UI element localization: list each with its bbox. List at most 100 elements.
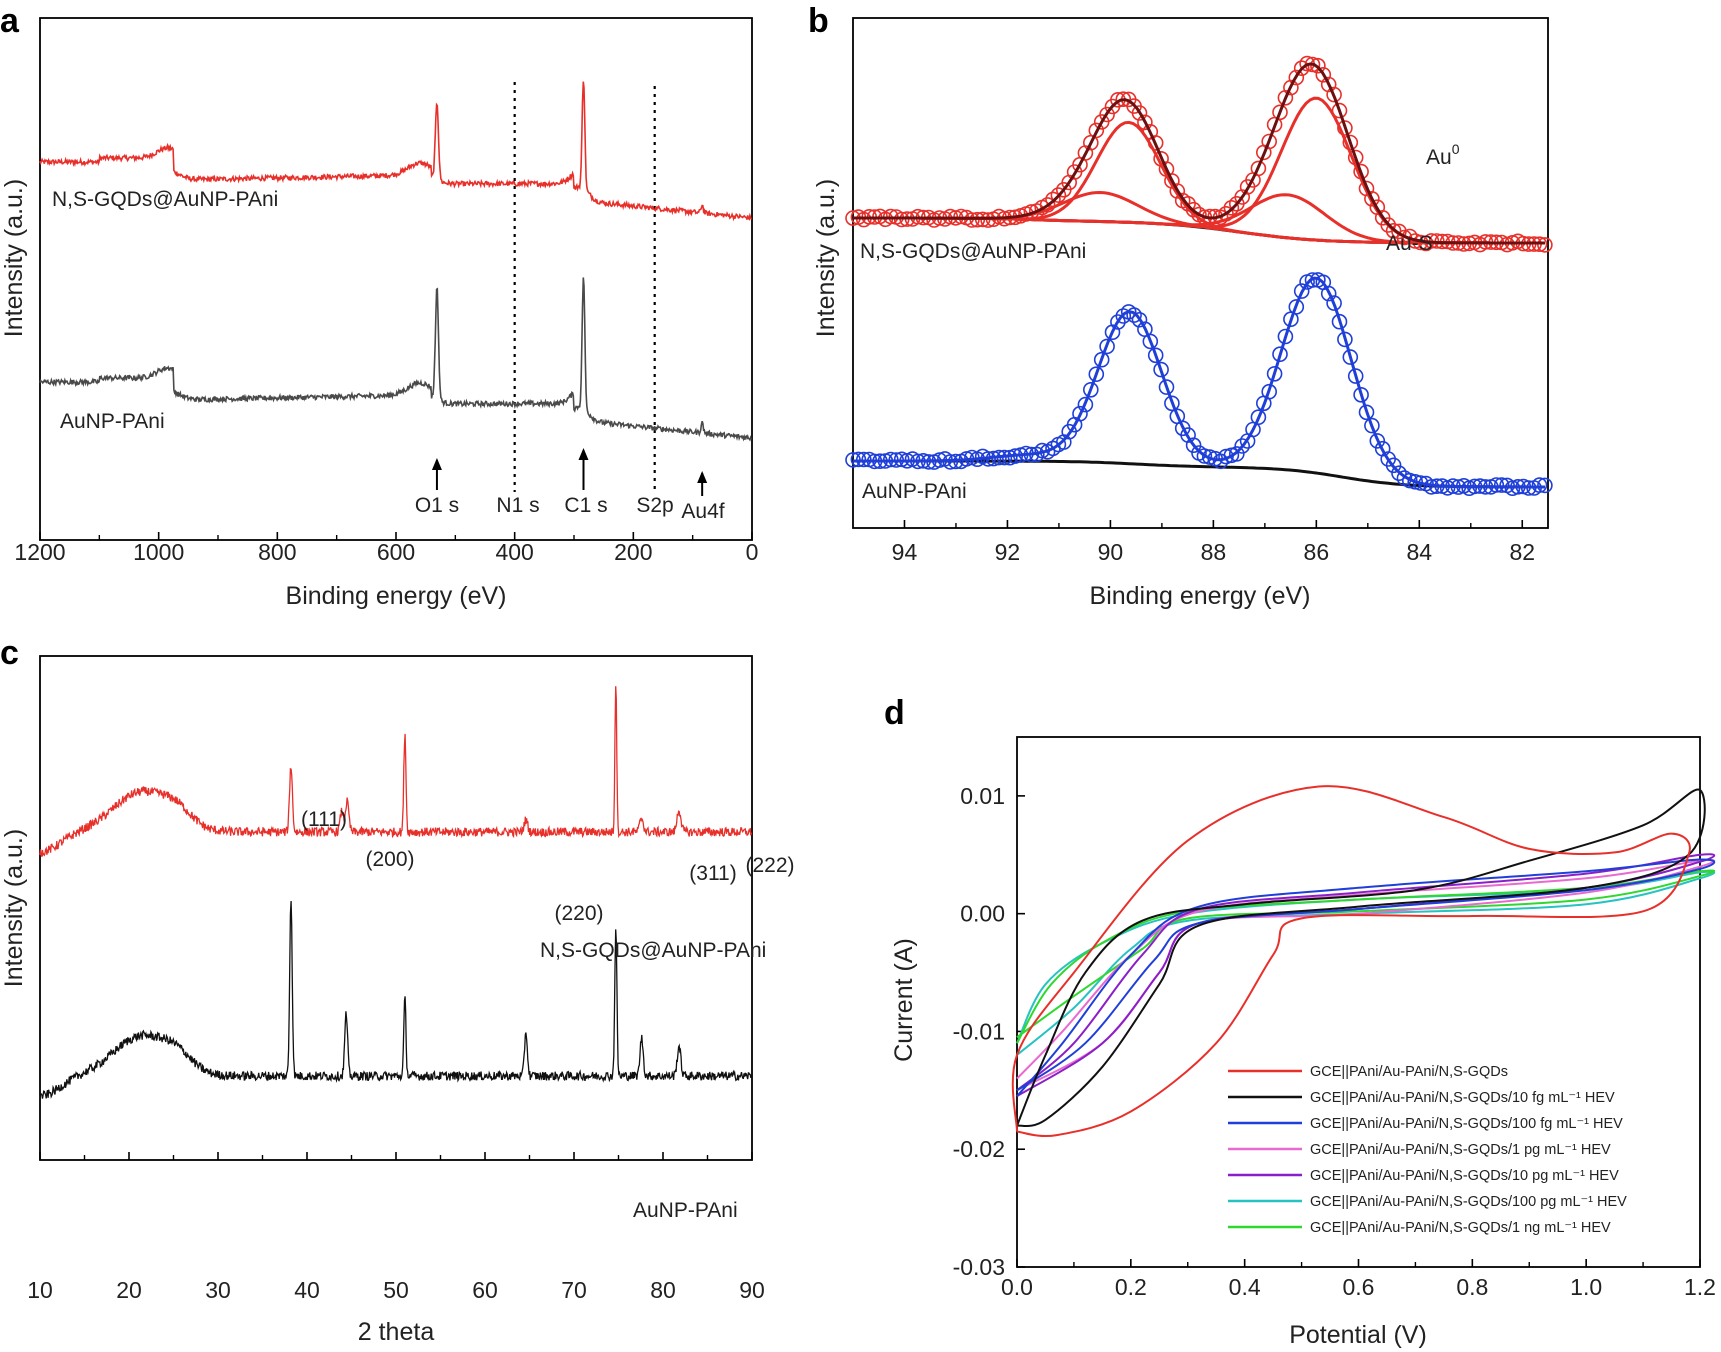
panel-b: b 94 92 90 88 86 84 82 Binding energy (eV) Int… bbox=[808, 2, 1553, 610]
data-point-blue bbox=[1077, 396, 1094, 413]
panel-b-label-blue: AuNP-PAni bbox=[862, 480, 967, 503]
x-tick-label: 10 bbox=[27, 1277, 53, 1303]
data-point-red bbox=[1537, 237, 1553, 253]
data-point-blue bbox=[1147, 347, 1164, 364]
panel-a: a 1200 1000 800 600 400 200 0 Binding energy (… bbox=[0, 2, 758, 610]
panel-d-ylabel: Current (A) bbox=[890, 938, 918, 1062]
marker-c1s: C1 s bbox=[564, 494, 607, 517]
legend-entry-1: GCE||PAni/Au-PAni/N,S-GQDs bbox=[1310, 1064, 1508, 1080]
y-tick-label: 0.01 bbox=[960, 783, 1005, 809]
data-point-blue bbox=[1110, 314, 1126, 330]
legend-entry-7: GCE||PAni/Au-PAni/N,S-GQDs/1 ng mL⁻¹ HEV bbox=[1310, 1220, 1611, 1236]
data-point-red bbox=[953, 208, 969, 225]
data-point-blue bbox=[1337, 331, 1353, 348]
data-point-blue bbox=[1115, 308, 1132, 324]
panel-d: d 0.0 0.2 0.4 0.6 0.8 1.0 1.2 0.01 0.00 -0.01 -0.0… bbox=[884, 694, 1716, 1349]
panel-a-label: a bbox=[0, 2, 20, 40]
data-point-blue bbox=[1493, 477, 1510, 493]
panel-d-xlabel: Potential (V) bbox=[1289, 1321, 1427, 1349]
x-tick-label: 30 bbox=[205, 1277, 231, 1303]
legend-entry-4: GCE||PAni/Au-PAni/N,S-GQDs/1 pg mL⁻¹ HEV bbox=[1310, 1142, 1611, 1158]
data-point-blue bbox=[1358, 404, 1375, 421]
legend-entry-6: GCE||PAni/Au-PAni/N,S-GQDs/100 pg mL⁻¹ H… bbox=[1310, 1194, 1627, 1210]
data-point-red bbox=[1131, 105, 1148, 121]
x-tick-label: 200 bbox=[614, 539, 652, 565]
marker-arrowhead bbox=[697, 471, 708, 483]
data-point-blue bbox=[1088, 366, 1105, 383]
data-point-blue bbox=[1488, 477, 1505, 493]
data-point-red bbox=[1288, 69, 1305, 86]
data-point-red bbox=[1045, 191, 1061, 208]
data-point-red bbox=[964, 212, 980, 228]
x-tick-label: 600 bbox=[377, 539, 415, 565]
cv-curve bbox=[1011, 785, 1691, 1138]
data-point-red bbox=[1147, 135, 1164, 151]
panel-c-series-red bbox=[39, 686, 753, 858]
x-tick-label: 0.0 bbox=[1001, 1274, 1033, 1300]
panel-a-series-red bbox=[39, 81, 753, 222]
panel-c-series-black bbox=[39, 900, 753, 1099]
data-point-blue bbox=[1185, 437, 1202, 454]
data-point-red bbox=[1337, 120, 1353, 136]
x-tick-label: 0.8 bbox=[1456, 1274, 1488, 1300]
marker-au4f: Au4f bbox=[681, 500, 724, 523]
data-point-red bbox=[1137, 114, 1153, 131]
x-tick-label: 50 bbox=[383, 1277, 409, 1303]
panel-b-fit-bottom bbox=[853, 276, 1545, 489]
x-tick-label: 80 bbox=[650, 1277, 676, 1303]
x-tick-label: 1200 bbox=[14, 539, 65, 565]
panel-d-legend: GCE||PAni/Au-PAni/N,S-GQDs GCE||PAni/Au-… bbox=[1228, 1064, 1627, 1236]
data-point-blue bbox=[1272, 346, 1288, 363]
data-point-red bbox=[1310, 57, 1326, 74]
data-point-blue bbox=[1131, 311, 1148, 328]
x-tick-label: 800 bbox=[258, 539, 296, 565]
panel-d-label: d bbox=[884, 694, 905, 732]
marker-arrowhead bbox=[431, 458, 442, 470]
legend-entry-5: GCE||PAni/Au-PAni/N,S-GQDs/10 pg mL⁻¹ HE… bbox=[1310, 1168, 1619, 1184]
x-tick-label: 90 bbox=[1098, 539, 1124, 565]
panel-b-label-red: N,S-GQDs@AuNP-PAni bbox=[860, 240, 1086, 263]
data-point-blue bbox=[1293, 283, 1310, 299]
cv-curve bbox=[1016, 853, 1716, 1098]
panel-b-xlabel: Binding energy (eV) bbox=[1090, 582, 1311, 610]
data-point-red bbox=[1185, 201, 1202, 218]
x-tick-label: 60 bbox=[472, 1277, 498, 1303]
data-point-blue bbox=[1266, 365, 1283, 382]
reflection-200: (200) bbox=[365, 848, 414, 871]
panel-b-label: b bbox=[808, 2, 829, 40]
x-tick-label: 0 bbox=[746, 539, 759, 565]
data-point-blue bbox=[1347, 368, 1364, 384]
panel-c-frame bbox=[39, 655, 753, 1161]
data-point-red bbox=[1293, 60, 1310, 76]
data-point-red bbox=[1347, 149, 1364, 166]
x-tick-label: 1000 bbox=[133, 539, 184, 565]
x-tick-label: 94 bbox=[892, 539, 918, 565]
data-point-red bbox=[1250, 160, 1267, 177]
x-tick-label: 70 bbox=[561, 1277, 587, 1303]
data-point-blue bbox=[1164, 395, 1180, 412]
panel-a-frame bbox=[39, 17, 753, 541]
data-point-blue bbox=[1229, 446, 1245, 462]
data-point-blue bbox=[1261, 383, 1277, 400]
x-tick-label: 0.4 bbox=[1229, 1274, 1261, 1300]
x-tick-label: 84 bbox=[1406, 539, 1432, 565]
reflection-311: (311) bbox=[689, 862, 736, 885]
data-point-red bbox=[1331, 102, 1348, 119]
panel-c-label: c bbox=[0, 634, 19, 672]
data-point-blue bbox=[1391, 465, 1407, 482]
data-point-red bbox=[1088, 122, 1105, 139]
panel-a-label-red: N,S-GQDs@AuNP-PAni bbox=[52, 188, 278, 211]
data-point-blue bbox=[1342, 349, 1359, 365]
data-point-blue bbox=[1234, 438, 1250, 454]
legend-entry-2: GCE||PAni/Au-PAni/N,S-GQDs/10 fg mL⁻¹ HE… bbox=[1310, 1090, 1615, 1106]
marker-arrowhead bbox=[578, 448, 589, 460]
data-point-red bbox=[1272, 104, 1288, 121]
data-point-blue bbox=[1153, 361, 1169, 378]
data-point-blue bbox=[1083, 381, 1099, 398]
x-tick-label: 88 bbox=[1201, 539, 1227, 565]
panel-a-series-black bbox=[39, 277, 753, 442]
data-point-red bbox=[1223, 200, 1240, 216]
panel-b-aus-label: Au-S bbox=[1386, 232, 1433, 255]
data-point-red bbox=[1315, 67, 1332, 83]
